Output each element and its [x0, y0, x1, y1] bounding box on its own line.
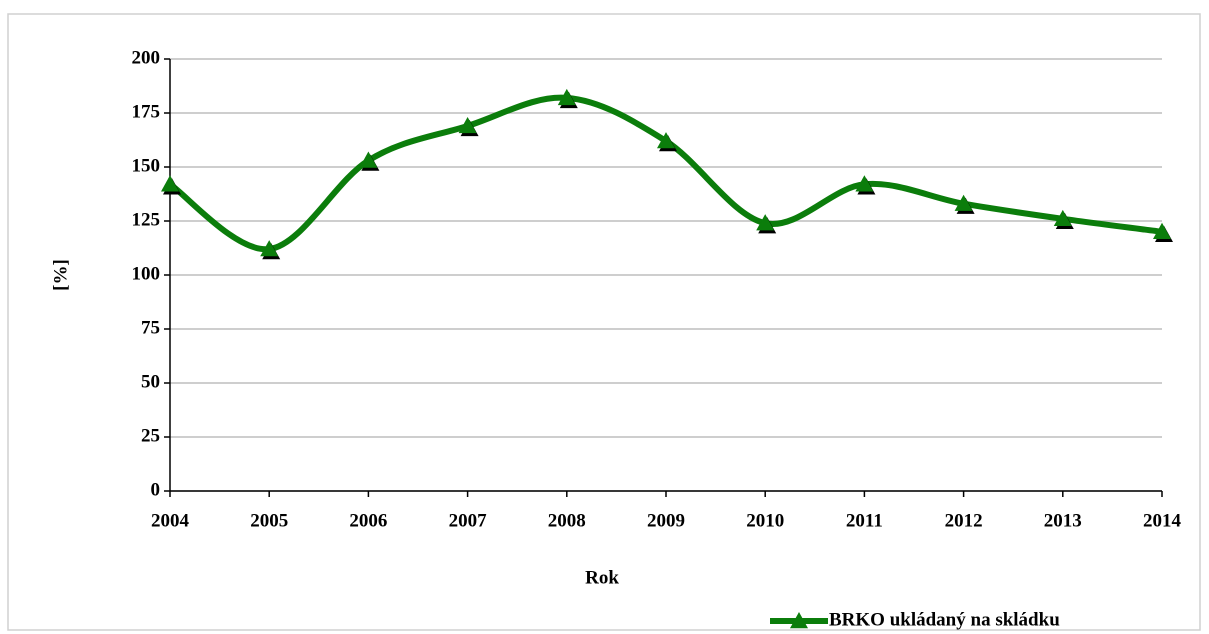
y-tick-label: 125: [132, 209, 161, 230]
x-tick-label: 2009: [647, 510, 685, 531]
x-tick-label: 2007: [449, 510, 488, 531]
legend-marker: [790, 612, 808, 629]
x-axis-label: Rok: [585, 567, 619, 588]
legend-label: BRKO ukládaný na skládku: [829, 609, 1060, 630]
x-tick-label: 2008: [548, 510, 586, 531]
marker: [359, 151, 378, 168]
marker: [557, 88, 576, 106]
marker: [954, 194, 973, 211]
y-tick-label: 50: [141, 371, 160, 392]
x-tick-label: 2013: [1044, 510, 1082, 531]
y-tick-label: 25: [141, 425, 160, 446]
y-tick-label: 0: [151, 479, 161, 500]
x-tick-label: 2010: [746, 510, 784, 531]
marker: [458, 116, 477, 134]
y-tick-label: 200: [132, 47, 161, 68]
x-tick-label: 2006: [349, 510, 387, 531]
marker: [260, 240, 279, 257]
marker: [756, 214, 775, 231]
y-axis-label: [%]: [50, 259, 71, 291]
x-tick-label: 2011: [846, 510, 883, 531]
y-tick-label: 175: [132, 101, 161, 122]
y-tick-label: 75: [141, 317, 160, 338]
y-tick-label: 150: [132, 155, 161, 176]
marker: [1053, 209, 1072, 227]
x-tick-label: 2005: [250, 510, 288, 531]
marker: [855, 175, 874, 192]
y-tick-label: 100: [132, 263, 161, 284]
x-tick-label: 2012: [945, 510, 983, 531]
marker: [1153, 222, 1171, 239]
x-tick-label: 2014: [1143, 510, 1182, 531]
marker: [161, 175, 179, 192]
chart-border: [7, 13, 1201, 631]
x-tick-label: 2004: [151, 510, 190, 531]
marker: [657, 132, 675, 149]
